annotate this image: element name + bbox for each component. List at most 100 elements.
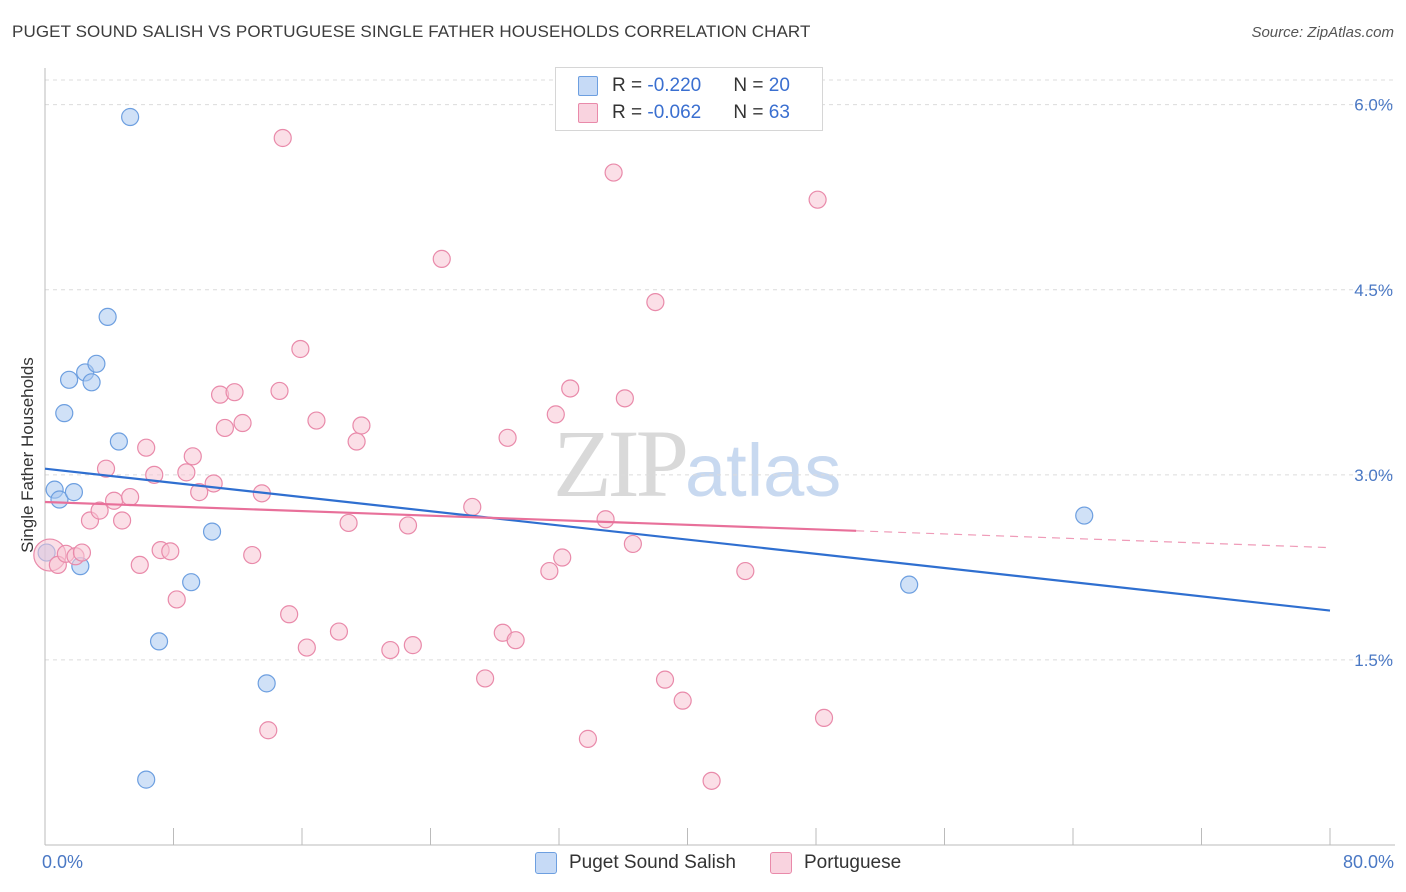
chart-title: PUGET SOUND SALISH VS PORTUGUESE SINGLE … [12, 22, 811, 41]
portuguese-point [72, 543, 92, 562]
data-points [33, 107, 1094, 790]
portuguese-point [736, 561, 755, 581]
portuguese-point [398, 516, 418, 535]
y-tick-label: 4.5% [1354, 281, 1393, 300]
x-axis-max-label: 80.0% [1342, 852, 1394, 872]
portuguese-point [297, 638, 316, 657]
portuguese-point [702, 771, 721, 790]
salish-point [98, 307, 117, 327]
salish-point [82, 373, 101, 392]
portuguese-point [655, 670, 675, 689]
trend-lines [44, 467, 1331, 612]
portuguese-point [498, 428, 517, 447]
portuguese-point [432, 249, 451, 269]
legend-label-portuguese: Portuguese [804, 852, 902, 873]
legend-swatch-portuguese [770, 852, 792, 874]
legend-r-label: R = [612, 102, 648, 123]
legend-r-label: R = [612, 75, 648, 96]
axes [44, 68, 1395, 846]
legend-item-portuguese[interactable]: Portuguese [770, 852, 901, 874]
portuguese-point [540, 561, 559, 581]
salish-trend-line [44, 467, 1331, 612]
portuguese-point [104, 491, 124, 510]
salish-point [64, 483, 84, 502]
portuguese-point [145, 465, 164, 484]
watermark: ZIPatlas [553, 408, 841, 519]
x-axis-min-label: 0.0% [42, 852, 84, 872]
portuguese-point [623, 534, 642, 554]
portuguese-point [215, 418, 234, 438]
legend-n-value: 63 [768, 102, 790, 123]
portuguese-point [339, 513, 358, 533]
salish-point [121, 107, 140, 127]
portuguese-point [96, 459, 116, 478]
portuguese-point [307, 411, 326, 430]
legend-swatch-salish [535, 852, 557, 874]
salish-point [55, 404, 74, 423]
portuguese-point [177, 463, 196, 482]
portuguese-point [506, 631, 525, 650]
legend-n-label: N = [733, 75, 769, 96]
y-tick-label: 6.0% [1354, 96, 1393, 115]
portuguese-point [347, 432, 366, 451]
series-legend: Puget Sound Salish Portuguese [0, 852, 1406, 878]
salish-point [202, 522, 222, 541]
portuguese-point [161, 542, 180, 561]
salish-point [257, 674, 276, 693]
portuguese-point [167, 590, 186, 609]
portuguese-point [463, 497, 482, 517]
portuguese-point [137, 438, 156, 457]
portuguese-point [476, 669, 495, 688]
source-label: Source: ZipAtlas.com [1251, 24, 1394, 41]
legend-swatch-salish [578, 76, 598, 96]
portuguese-point [273, 128, 292, 148]
portuguese-point [604, 163, 623, 182]
salish-point [149, 632, 169, 651]
portuguese-trend-line [44, 500, 857, 532]
portuguese-point [90, 501, 109, 520]
portuguese-point [578, 729, 598, 748]
portuguese-point [615, 389, 634, 408]
portuguese-point [190, 483, 209, 502]
portuguese-point [130, 555, 149, 575]
salish-point [1075, 506, 1094, 525]
portuguese-point [808, 190, 827, 209]
portuguese-point [291, 339, 310, 359]
portuguese-point [561, 379, 580, 398]
portuguese-point [259, 721, 278, 740]
watermark-zip: ZIP [553, 410, 689, 517]
legend-row-salish: R = -0.220 N = 20 [578, 73, 790, 99]
salish-point [87, 354, 106, 373]
legend-row-portuguese: R = -0.062 N = 63 [578, 100, 790, 126]
legend-swatch-portuguese [578, 103, 598, 123]
portuguese-point [225, 383, 244, 402]
portuguese-point [646, 292, 665, 312]
salish-point [900, 575, 919, 594]
legend-label-salish: Puget Sound Salish [569, 852, 736, 873]
portuguese-point [352, 416, 371, 435]
portuguese-point [596, 510, 615, 529]
legend-item-salish[interactable]: Puget Sound Salish [535, 852, 736, 874]
portuguese-point [270, 381, 289, 401]
legend-r-value: -0.062 [647, 102, 702, 123]
portuguese-point [673, 691, 692, 710]
portuguese-point [243, 545, 262, 565]
grid-lines [45, 79, 1395, 661]
portuguese-point [329, 622, 349, 641]
portuguese-point [546, 405, 565, 424]
tick-labels: 1.5% 3.0% 4.5% 6.0% [1354, 96, 1393, 670]
portuguese-point [183, 447, 202, 466]
y-axis-label: Single Father Households [18, 357, 37, 553]
legend-r-value: -0.220 [647, 75, 702, 96]
portuguese-point [381, 640, 400, 660]
portuguese-point [814, 708, 834, 728]
salish-point [109, 432, 128, 451]
salish-point [50, 490, 69, 509]
y-tick-label: 3.0% [1354, 466, 1393, 485]
portuguese-point [112, 511, 132, 530]
portuguese-point [280, 605, 299, 624]
salish-point [59, 370, 79, 389]
y-tick-label: 1.5% [1354, 651, 1393, 670]
salish-point [182, 573, 201, 592]
